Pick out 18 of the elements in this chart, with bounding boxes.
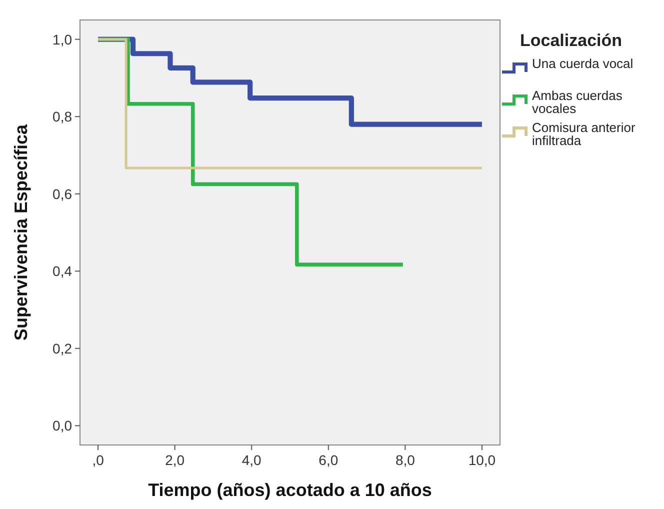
y-tick-label: 0,2 — [52, 340, 72, 356]
legend-label: Ambas cuerdas vocales — [532, 88, 623, 116]
y-tick-label: 0,4 — [52, 263, 72, 280]
y-tick-label: 0,0 — [52, 418, 72, 434]
x-tick-label: 6,0 — [318, 452, 338, 468]
x-tick-label: 10,0 — [468, 452, 496, 468]
legend-label: Una cuerda vocal — [532, 56, 634, 71]
x-axis-title: Tiempo (años) acotado a 10 años — [148, 480, 432, 500]
y-tick-label: 1,0 — [52, 31, 72, 48]
x-tick-label: 8,0 — [395, 452, 416, 468]
legend-title: Localización — [520, 31, 622, 50]
x-tick-label: 2,0 — [165, 452, 185, 468]
y-tick-label: 0,6 — [52, 186, 72, 202]
y-axis-title: Supervivencia Específica — [11, 123, 31, 341]
x-tick-label: ,0 — [92, 452, 104, 468]
y-tick-label: 0,8 — [52, 108, 72, 125]
x-tick-label: 4,0 — [242, 452, 262, 468]
legend-label: Comisura anterior infiltrada — [532, 120, 636, 148]
